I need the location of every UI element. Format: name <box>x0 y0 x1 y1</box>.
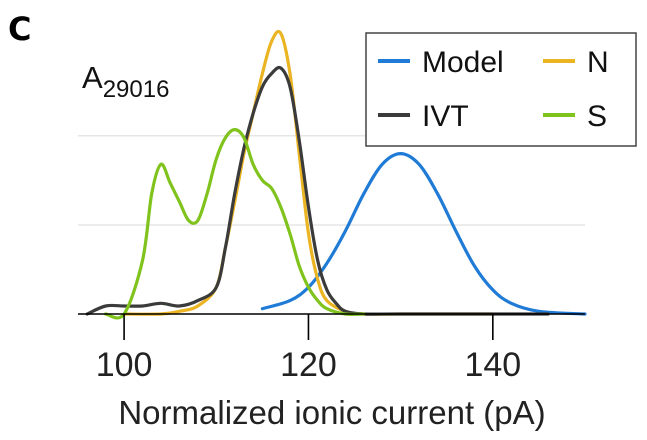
legend-label-ivt: IVT <box>422 100 469 133</box>
x-tick-label-100: 100 <box>96 346 153 384</box>
legend-label-model: Model <box>422 46 504 79</box>
x-axis-label: Normalized ionic current (pA) <box>118 394 545 431</box>
series-lines <box>85 29 587 320</box>
annotation-subscript: 29016 <box>103 76 170 103</box>
peak-annotation: A29016 <box>82 60 169 103</box>
series-line-ivt <box>85 65 550 316</box>
legend-box <box>365 32 637 147</box>
panel-label: C <box>8 10 31 48</box>
series-line-s <box>104 128 366 320</box>
x-axis: 100 120 140 <box>78 313 585 384</box>
legend-label-s: S <box>587 100 607 133</box>
annotation-base: A <box>82 60 103 95</box>
legend: Model N IVT S <box>365 32 637 147</box>
x-tick-label-120: 120 <box>280 346 337 384</box>
x-tick-label-140: 140 <box>464 346 521 384</box>
legend-label-n: N <box>587 46 609 79</box>
